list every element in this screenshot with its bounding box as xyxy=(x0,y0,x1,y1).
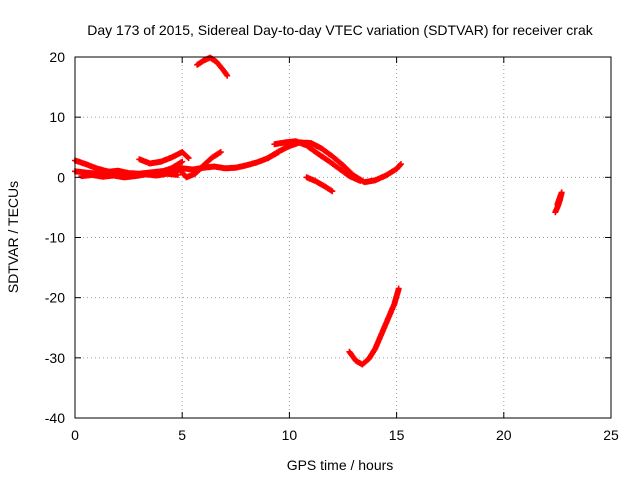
series-satellite-11 xyxy=(552,189,565,216)
series-satellite-4 xyxy=(136,149,192,167)
data-marker xyxy=(271,138,364,184)
series-satellite-3 xyxy=(78,170,181,181)
x-tick-label: 20 xyxy=(496,427,512,443)
y-tick-label: -20 xyxy=(45,290,65,306)
y-tick-label: 0 xyxy=(57,169,65,185)
x-tick-label: 0 xyxy=(71,427,79,443)
series-satellite-5 xyxy=(174,149,224,181)
data-marker xyxy=(303,174,336,195)
y-tick-label: 10 xyxy=(49,109,65,125)
y-tick-label: -30 xyxy=(45,350,65,366)
y-tick-label: 20 xyxy=(49,49,65,65)
y-tick-label: -40 xyxy=(45,410,65,426)
series-satellite-8 xyxy=(271,138,364,184)
data-marker xyxy=(194,54,231,79)
data-points xyxy=(72,54,565,368)
series-satellite-6 xyxy=(194,54,231,79)
x-axis-title: GPS time / hours xyxy=(287,457,394,473)
data-marker xyxy=(552,189,565,216)
x-tick-label: 15 xyxy=(389,427,405,443)
series-satellite-10 xyxy=(346,285,402,368)
y-tick-label: -10 xyxy=(45,230,65,246)
data-marker xyxy=(346,285,402,368)
x-tick-label: 10 xyxy=(282,427,298,443)
chart-title: Day 173 of 2015, Sidereal Day-to-day VTE… xyxy=(87,22,593,38)
data-marker xyxy=(136,149,192,167)
data-marker xyxy=(174,149,224,181)
y-axis-title: SDTVAR / TECUs xyxy=(5,181,21,293)
data-marker xyxy=(78,170,181,181)
x-tick-label: 5 xyxy=(178,427,186,443)
series-satellite-9 xyxy=(303,174,336,195)
axes: 0 5 10 15 20 25 -40 -30 -20 -10 0 10 20 xyxy=(45,49,619,443)
x-tick-label: 25 xyxy=(603,427,619,443)
grid-lines xyxy=(75,57,611,418)
